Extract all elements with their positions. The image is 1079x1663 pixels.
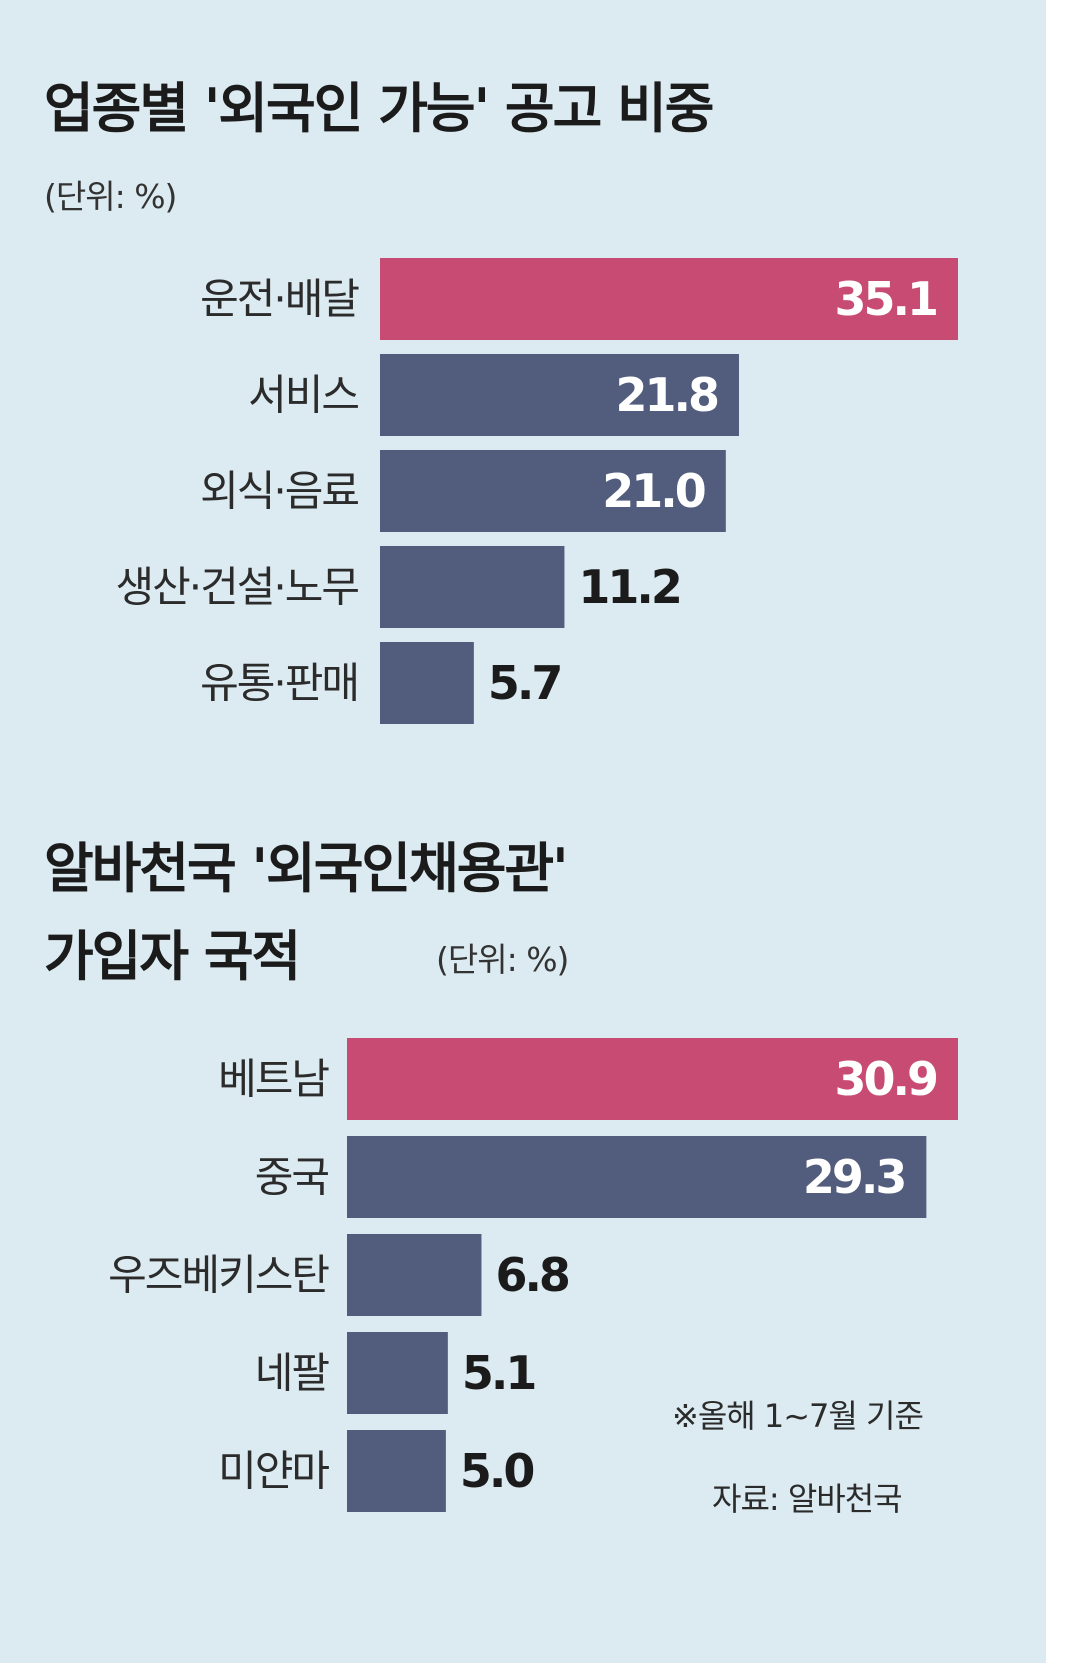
chart2-bar <box>347 1038 958 1120</box>
chart1-category-label: 생산·건설·노무 <box>115 563 358 612</box>
chart2-category-label: 중국 <box>255 1153 329 1202</box>
chart2-title-line1: 알바천국 '외국인채용관' <box>44 837 569 900</box>
chart1-value-label: 35.1 <box>835 272 937 326</box>
chart2-value-label: 5.1 <box>462 1346 535 1400</box>
chart1-title: 업종별 '외국인 가능' 공고 비중 <box>44 77 714 140</box>
chart2-title-line2: 가입자 국적 <box>44 925 301 988</box>
basis-note: ※올해 1~7월 기준 <box>672 1397 924 1435</box>
chart2-value-label: 6.8 <box>495 1248 568 1302</box>
chart2-unit-label: (단위: %) <box>436 940 569 979</box>
chart2-bar <box>347 1430 446 1512</box>
chart2-category-label: 미얀마 <box>218 1447 329 1496</box>
source-note: 자료: 알바천국 <box>712 1480 903 1518</box>
chart1-bar <box>380 450 726 532</box>
chart1-bar <box>380 258 958 340</box>
chart2-value-label: 5.0 <box>460 1444 533 1498</box>
chart2-value-label: 29.3 <box>803 1150 905 1204</box>
chart2-bar <box>347 1136 927 1218</box>
chart2-category-label: 네팔 <box>255 1349 330 1398</box>
chart1-value-label: 11.2 <box>578 560 680 614</box>
chart2-category-label: 우즈베키스탄 <box>108 1251 329 1300</box>
chart2-bar <box>347 1332 448 1414</box>
chart1-category-label: 서비스 <box>248 371 358 420</box>
chart1-value-label: 21.8 <box>615 368 717 422</box>
chart1-bar <box>380 354 739 436</box>
chart2-category-label: 베트남 <box>218 1055 329 1104</box>
chart1-bar <box>380 642 474 724</box>
chart1-category-label: 운전·배달 <box>200 275 359 324</box>
chart2-bar-chart: 베트남 30.9 중국 29.3 우즈베키스탄 6.8 네팔 5.1 미얀마 5.0 <box>108 1038 958 1512</box>
chart1-bar-chart: 운전·배달 35.1 서비스 21.8 외식·음료 21.0 생산·건설·노무 11.2 유통·… <box>115 258 958 724</box>
chart2-value-label: 30.9 <box>835 1052 937 1106</box>
chart1-unit-label: (단위: %) <box>44 177 177 216</box>
chart1-category-label: 유통·판매 <box>200 659 358 708</box>
chart1-category-label: 외식·음료 <box>200 467 358 516</box>
chart1-bar <box>380 546 565 628</box>
chart1-value-label: 21.0 <box>602 464 704 518</box>
chart2-bar <box>347 1234 482 1316</box>
page-margin <box>1046 0 1079 1663</box>
chart1-value-label: 5.7 <box>488 656 561 710</box>
